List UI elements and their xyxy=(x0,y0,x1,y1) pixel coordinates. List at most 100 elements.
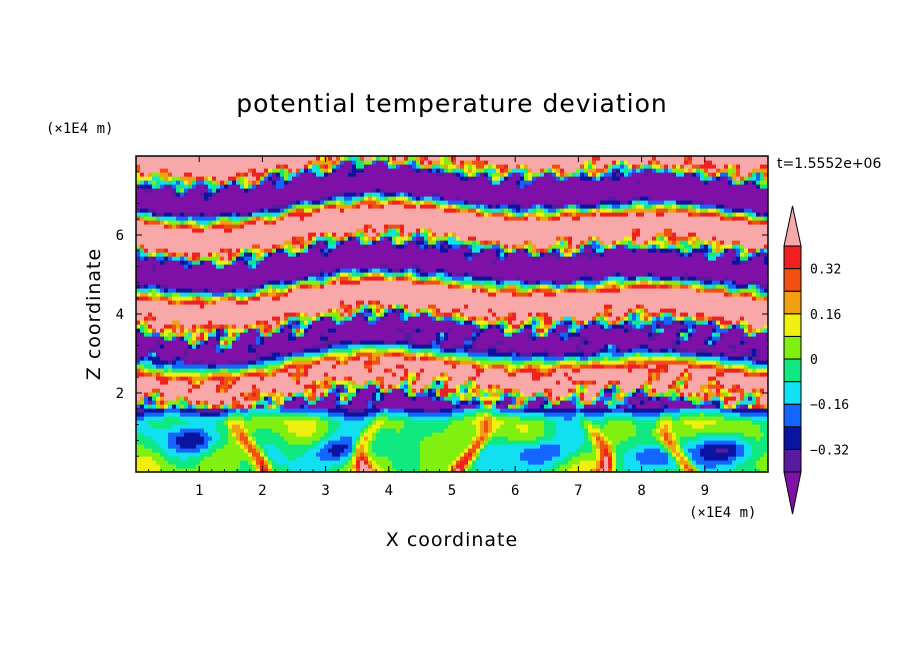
field-cell xyxy=(756,184,761,189)
field-cell xyxy=(720,352,725,357)
field-cell xyxy=(284,288,289,293)
field-cell xyxy=(504,280,521,285)
field-cell xyxy=(736,288,741,293)
field-cell xyxy=(248,344,253,349)
field-cell xyxy=(736,344,768,349)
field-cell xyxy=(160,260,165,265)
field-cell xyxy=(332,196,337,201)
field-cell xyxy=(636,308,641,313)
field-cell xyxy=(704,336,709,341)
field-cell xyxy=(580,340,585,345)
field-cell xyxy=(232,256,237,261)
field-cell xyxy=(512,368,517,373)
field-cell xyxy=(172,356,177,361)
field-cell xyxy=(368,380,373,385)
field-cell xyxy=(708,240,713,245)
field-cell xyxy=(584,412,605,417)
field-cell xyxy=(640,384,645,389)
y-axis-label: Z coordinate xyxy=(83,248,105,380)
field-cell xyxy=(624,452,637,457)
field-cell xyxy=(384,276,389,281)
field-cell xyxy=(672,344,681,349)
field-cell xyxy=(304,200,309,205)
field-cell xyxy=(556,400,561,405)
field-cell xyxy=(276,356,285,361)
field-cell xyxy=(168,380,189,385)
field-cell xyxy=(556,424,581,429)
field-cell xyxy=(136,356,141,361)
field-cell xyxy=(476,408,493,413)
field-cell xyxy=(672,276,681,281)
field-cell xyxy=(412,236,417,241)
field-cell xyxy=(460,384,469,389)
field-cell xyxy=(160,292,165,297)
field-cell xyxy=(328,196,333,201)
field-cell xyxy=(580,200,601,205)
field-cell xyxy=(616,460,625,465)
field-cell xyxy=(308,448,321,453)
field-cell xyxy=(752,352,757,357)
field-cell xyxy=(488,412,493,417)
field-cell xyxy=(496,164,505,169)
field-cell xyxy=(328,372,393,377)
field-cell xyxy=(176,180,181,185)
field-cell xyxy=(148,172,153,177)
field-cell xyxy=(648,380,653,385)
field-cell xyxy=(640,316,645,321)
field-cell xyxy=(648,172,673,177)
field-cell xyxy=(652,348,661,353)
field-cell xyxy=(380,156,389,161)
field-cell xyxy=(620,168,625,173)
field-cell xyxy=(688,204,693,209)
field-cell xyxy=(464,408,477,413)
field-cell xyxy=(720,356,729,361)
field-cell xyxy=(384,204,405,209)
field-cell xyxy=(608,444,613,449)
field-cell xyxy=(452,308,461,313)
field-cell xyxy=(460,460,469,465)
field-cell xyxy=(756,352,761,357)
field-cell xyxy=(648,400,661,405)
field-cell xyxy=(716,236,768,241)
field-cell xyxy=(468,464,473,469)
field-cell xyxy=(744,316,768,321)
field-cell xyxy=(264,284,269,289)
field-cell xyxy=(628,284,633,289)
field-cell xyxy=(672,436,677,441)
field-cell xyxy=(716,388,721,393)
field-cell xyxy=(148,352,153,357)
field-cell xyxy=(308,312,317,317)
field-cell xyxy=(384,420,405,425)
field-cell xyxy=(668,436,673,441)
field-cell xyxy=(624,164,629,169)
field-cell xyxy=(676,328,681,333)
field-cell xyxy=(348,360,365,365)
field-cell xyxy=(280,244,285,249)
field-cell xyxy=(464,348,469,353)
field-cell xyxy=(348,356,353,361)
field-cell xyxy=(316,360,321,365)
field-cell xyxy=(280,316,285,321)
field-cell xyxy=(384,408,389,413)
field-cell xyxy=(404,192,409,197)
field-cell xyxy=(648,280,653,285)
colorbar-box xyxy=(783,448,802,473)
field-cell xyxy=(248,448,257,453)
field-cell xyxy=(228,332,233,337)
field-cell xyxy=(296,364,305,369)
field-cell xyxy=(336,232,345,237)
field-cell xyxy=(196,344,201,349)
field-cell xyxy=(588,240,593,245)
field-cell xyxy=(372,432,377,437)
field-cell xyxy=(148,404,153,409)
field-cell xyxy=(540,204,545,209)
field-cell xyxy=(272,428,289,433)
field-cell xyxy=(216,188,221,193)
field-cell xyxy=(676,392,681,397)
field-cell xyxy=(184,348,189,353)
field-cell xyxy=(192,388,217,393)
field-cell xyxy=(672,204,677,209)
field-cell xyxy=(228,344,233,349)
field-cell xyxy=(696,236,701,241)
field-cell xyxy=(172,364,209,369)
